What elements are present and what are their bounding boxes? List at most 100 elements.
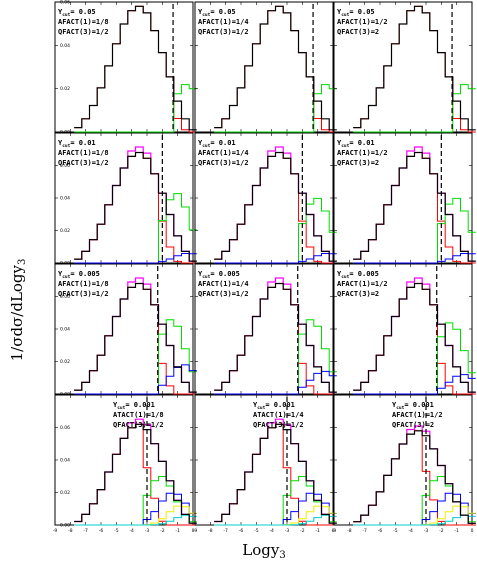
series-total xyxy=(353,430,476,524)
annotation-ycut-sub: cut xyxy=(396,405,404,411)
series-total xyxy=(214,282,337,393)
annotation-qfact: QFACT(3)=2 xyxy=(337,290,379,298)
annotation-ycut-label: Y xyxy=(337,139,342,147)
annotation-afact: AFACT(1)=1/8 xyxy=(58,149,109,157)
annotation-qfact: QFACT(3)=1/2 xyxy=(113,421,164,429)
series-blue xyxy=(74,364,197,395)
series-green xyxy=(353,84,476,133)
x-tick-label: -9 xyxy=(53,528,58,534)
series-green xyxy=(74,319,197,395)
annotation-ycut: Ycut= 0.05 xyxy=(58,8,96,18)
series-total xyxy=(74,423,197,524)
x-tick-label: -4 xyxy=(269,528,274,534)
annotation-ycut-value: = 0.001 xyxy=(265,401,295,409)
annotation-ycut-sub: cut xyxy=(257,405,265,411)
annotation-ycut: Ycut= 0.001 xyxy=(392,401,434,411)
series-blue xyxy=(214,253,337,264)
series-total xyxy=(74,151,197,262)
x-tick-label: -9 xyxy=(332,528,337,534)
annotation-ycut-sub: cut xyxy=(62,274,70,280)
x-tick-label: -5 xyxy=(254,528,259,534)
annotation-ycut-value: = 0.01 xyxy=(70,139,95,147)
x-tick-label: -1 xyxy=(454,528,459,534)
y-tick-label: 0.04 xyxy=(60,327,70,333)
x-tick-label: 0 xyxy=(192,528,195,534)
x-tick-label: 0 xyxy=(332,528,335,534)
x-tick-label: -6 xyxy=(378,528,383,534)
annotation-ycut-label: Y xyxy=(198,139,203,147)
annotation-ycut: Ycut= 0.01 xyxy=(337,139,375,149)
y-tick-label: 0.04 xyxy=(60,43,70,49)
x-tick-label: -8 xyxy=(208,528,213,534)
annotation-ycut: Ycut= 0.05 xyxy=(198,8,236,18)
y-tick-label: 0.06 xyxy=(60,425,70,431)
x-tick-label: -2 xyxy=(439,528,444,534)
x-tick-label: -8 xyxy=(68,528,73,534)
series-total xyxy=(353,5,476,131)
series-green xyxy=(214,319,337,395)
x-tick-label: -5 xyxy=(114,528,119,534)
annotation-qfact: QFACT(3)=2 xyxy=(392,421,434,429)
annotation-ycut-value: = 0.05 xyxy=(210,8,235,16)
x-tick-label: -4 xyxy=(408,528,413,534)
y-tick-label: 0.06 xyxy=(60,0,70,6)
y-tick-label: 0.02 xyxy=(60,359,70,365)
annotation-ycut-label: Y xyxy=(198,270,203,278)
annotation-ycut-sub: cut xyxy=(117,405,125,411)
annotation-afact: AFACT(1)=1/4 xyxy=(198,280,249,288)
series-red xyxy=(74,283,197,395)
series-green xyxy=(353,322,476,395)
series-blue xyxy=(214,370,337,395)
series-total xyxy=(74,5,197,131)
annotation-ycut-value: = 0.005 xyxy=(70,270,100,278)
series-magenta xyxy=(353,425,476,524)
annotation-ycut-value: = 0.001 xyxy=(125,401,155,409)
x-axis-label: Logy3 xyxy=(242,541,285,561)
annotation-ycut: Ycut= 0.05 xyxy=(337,8,375,18)
series-yellow xyxy=(214,505,337,526)
annotation-ycut-value: = 0.05 xyxy=(70,8,95,16)
annotation-qfact: QFACT(3)=1/2 xyxy=(198,159,249,167)
x-tick-label: -7 xyxy=(362,528,367,534)
annotation-afact: AFACT(1)=1/2 xyxy=(392,411,443,419)
annotation-afact: ATACT(1)=1/8 xyxy=(113,411,164,419)
annotation-ycut-value: = 0.01 xyxy=(210,139,235,147)
y-axis-label: 1/σdσ/dLogy3 xyxy=(8,259,28,362)
series-magenta xyxy=(214,418,337,524)
annotation-ycut-label: Y xyxy=(392,401,397,409)
annotation-ycut-label: Y xyxy=(58,270,63,278)
series-yellow xyxy=(353,505,476,526)
series-yellow xyxy=(74,505,197,526)
annotation-qfact: QFACT(3)=1/2 xyxy=(58,28,109,36)
annotation-ycut-sub: cut xyxy=(341,274,349,280)
x-tick-label: -4 xyxy=(129,528,134,534)
series-red xyxy=(353,152,476,264)
annotation-ycut-label: Y xyxy=(58,8,63,16)
x-tick-label: -3 xyxy=(424,528,429,534)
annotation-ycut-label: Y xyxy=(253,401,258,409)
x-tick-label: -6 xyxy=(239,528,244,534)
series-red xyxy=(74,152,197,264)
annotation-qfact: QFACT(3)=1/2 xyxy=(58,290,109,298)
series-blue xyxy=(74,492,197,526)
series-total xyxy=(353,282,476,393)
annotation-ycut: Ycut= 0.005 xyxy=(337,270,379,280)
series-red xyxy=(353,430,476,526)
annotation-afact: ATACT(1)=1/4 xyxy=(253,411,304,419)
annotation-ycut-sub: cut xyxy=(202,143,210,149)
series-red xyxy=(74,423,197,526)
annotation-afact: AFACT(1)=1/4 xyxy=(198,18,249,26)
annotation-ycut: Ycut= 0.001 xyxy=(113,401,155,411)
annotation-ycut-value: = 0.005 xyxy=(349,270,379,278)
series-red xyxy=(214,423,337,526)
series-blue xyxy=(353,492,476,526)
annotation-afact: AFACT(1)=1/8 xyxy=(58,18,109,26)
annotation-afact: AFACT(1)=1/2 xyxy=(337,149,388,157)
y-tick-label: 0.04 xyxy=(60,196,70,202)
